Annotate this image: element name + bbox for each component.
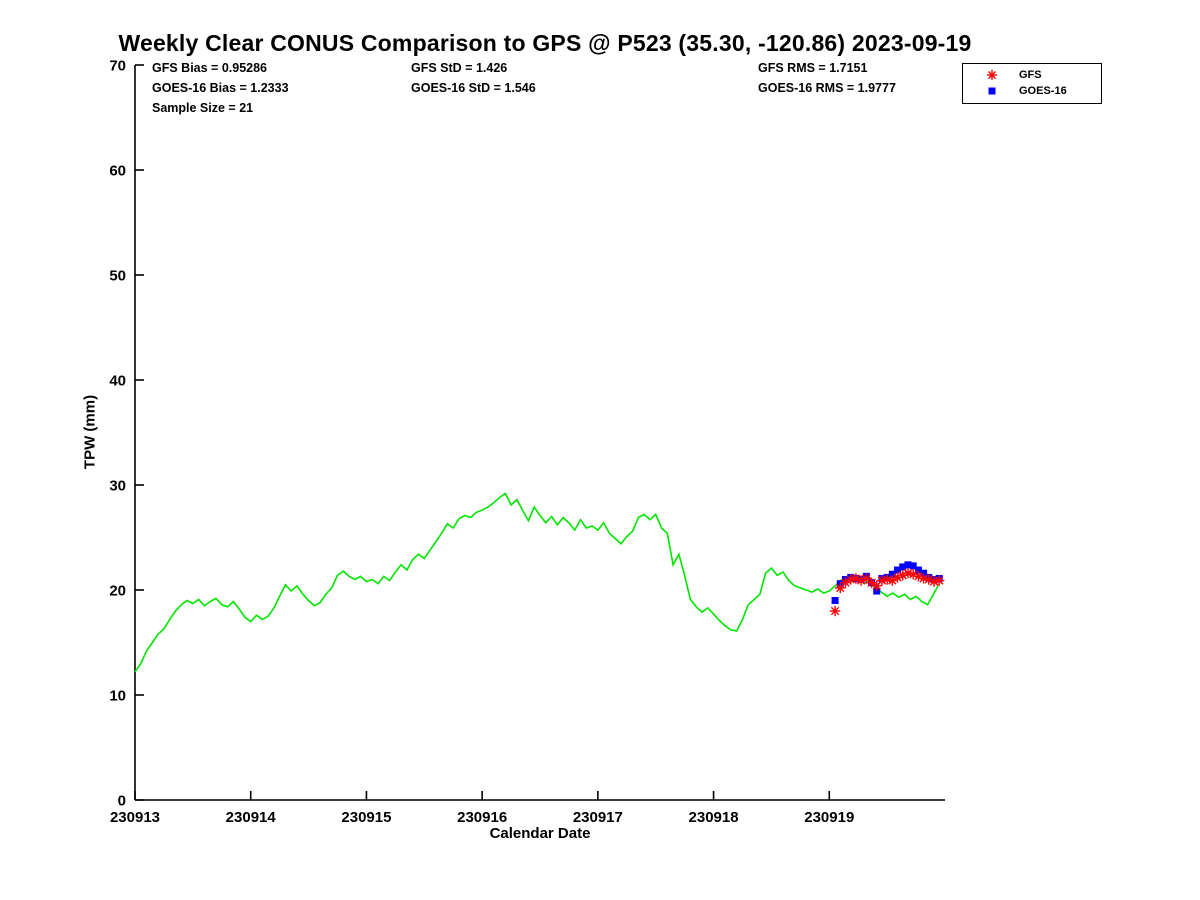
svg-text:230918: 230918 bbox=[689, 809, 739, 826]
axes bbox=[134, 65, 945, 801]
gfs-markers bbox=[829, 568, 945, 617]
svg-text:230915: 230915 bbox=[341, 809, 391, 826]
svg-text:230916: 230916 bbox=[457, 809, 507, 826]
x-axis-ticks: 230913 230914 230915 230916 230917 230918 2309… bbox=[110, 791, 854, 826]
svg-text:20: 20 bbox=[109, 583, 126, 600]
legend-label-goes16: GOES-16 bbox=[1019, 85, 1067, 97]
stat-goes-bias: GOES-16 Bias = 1.2333 bbox=[152, 81, 289, 95]
stat-gfs-rms: GFS RMS = 1.7151 bbox=[758, 61, 868, 75]
gfs-asterisk-icon bbox=[981, 68, 1003, 82]
svg-text:0: 0 bbox=[118, 793, 126, 810]
stat-goes-rms: GOES-16 RMS = 1.9777 bbox=[758, 81, 896, 95]
legend-label-gfs: GFS bbox=[1019, 69, 1042, 81]
svg-text:230913: 230913 bbox=[110, 809, 160, 826]
y-axis-label: TPW (mm) bbox=[81, 394, 99, 470]
stat-sample-size: Sample Size = 21 bbox=[152, 101, 254, 115]
gps-line bbox=[134, 492, 940, 673]
y-axis-ticks: 0 10 20 30 40 50 60 70 bbox=[109, 58, 144, 810]
svg-text:30: 30 bbox=[109, 478, 126, 495]
svg-text:50: 50 bbox=[109, 268, 126, 285]
svg-text:230914: 230914 bbox=[226, 809, 277, 826]
stat-goes-std: GOES-16 StD = 1.546 bbox=[411, 81, 536, 95]
svg-text:10: 10 bbox=[109, 688, 126, 705]
stat-gfs-std: GFS StD = 1.426 bbox=[411, 61, 508, 75]
svg-text:230917: 230917 bbox=[573, 809, 623, 826]
stat-gfs-bias: GFS Bias = 0.95286 bbox=[152, 61, 268, 75]
legend-row-goes16: GOES-16 bbox=[963, 83, 1101, 99]
svg-text:70: 70 bbox=[109, 58, 126, 75]
legend: GFS GOES-16 bbox=[962, 63, 1102, 104]
x-axis-label: Calendar Date bbox=[489, 825, 591, 842]
goes16-square-icon bbox=[981, 84, 1003, 98]
chart-title: Weekly Clear CONUS Comparison to GPS @ P… bbox=[118, 30, 972, 56]
svg-text:230919: 230919 bbox=[804, 809, 854, 826]
svg-text:60: 60 bbox=[109, 163, 126, 180]
legend-row-gfs: GFS bbox=[963, 67, 1101, 83]
svg-text:40: 40 bbox=[109, 373, 126, 390]
